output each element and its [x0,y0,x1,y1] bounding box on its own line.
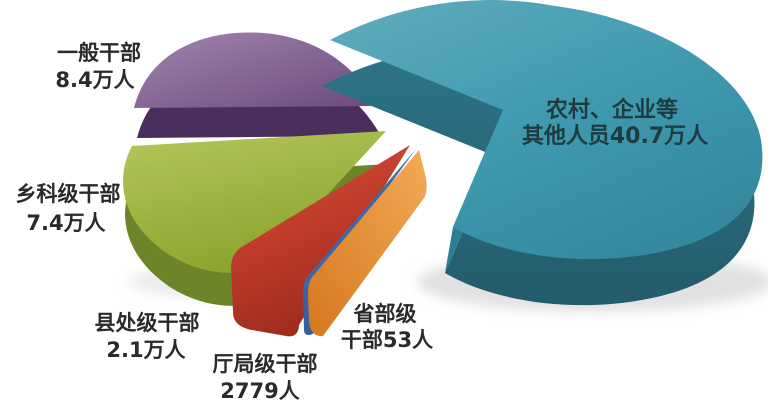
pie-slice-other-personnel-top [330,0,763,260]
label-county-cadres-name: 县处级干部 [95,311,200,335]
label-township-cadres-value: 7.4万人 [26,211,105,235]
label-provincial-cadres-name: 省部级 [353,302,417,326]
label-county-cadres-value: 2.1万人 [106,338,185,362]
label-township-cadres-name: 乡科级干部 [16,182,121,206]
label-general-cadres: 一般干部 8.4万人 [55,41,141,92]
label-general-cadres-value: 8.4万人 [55,68,134,92]
label-department-bureau-cadres-name: 厅局级干部 [213,352,318,376]
pie-slice-provincial-cadres [308,150,427,337]
pie-slice-other-personnel [322,0,763,306]
label-county-cadres: 县处级干部 2.1万人 [95,311,200,362]
label-other-personnel: 农村、企业等 其他人员40.7万人 [522,97,708,149]
pie-slice-general-cadres-top [134,32,378,108]
label-other-personnel-name: 农村、企业等 [545,97,678,123]
pie-slice-general-cadres [134,32,381,138]
label-department-bureau-cadres-value: 2779人 [220,379,299,403]
label-provincial-cadres-value: 干部53人 [341,328,433,352]
pie-slice-township-cadres-top [123,131,386,273]
label-township-cadres: 乡科级干部 7.4万人 [16,182,121,235]
label-provincial-cadres: 省部级 干部53人 [341,302,433,352]
label-department-bureau-cadres: 厅局级干部 2779人 [213,352,318,403]
label-other-personnel-value: 其他人员40.7万人 [522,124,708,149]
label-general-cadres-name: 一般干部 [57,41,141,65]
pie-slice-county-cadres [231,145,410,337]
